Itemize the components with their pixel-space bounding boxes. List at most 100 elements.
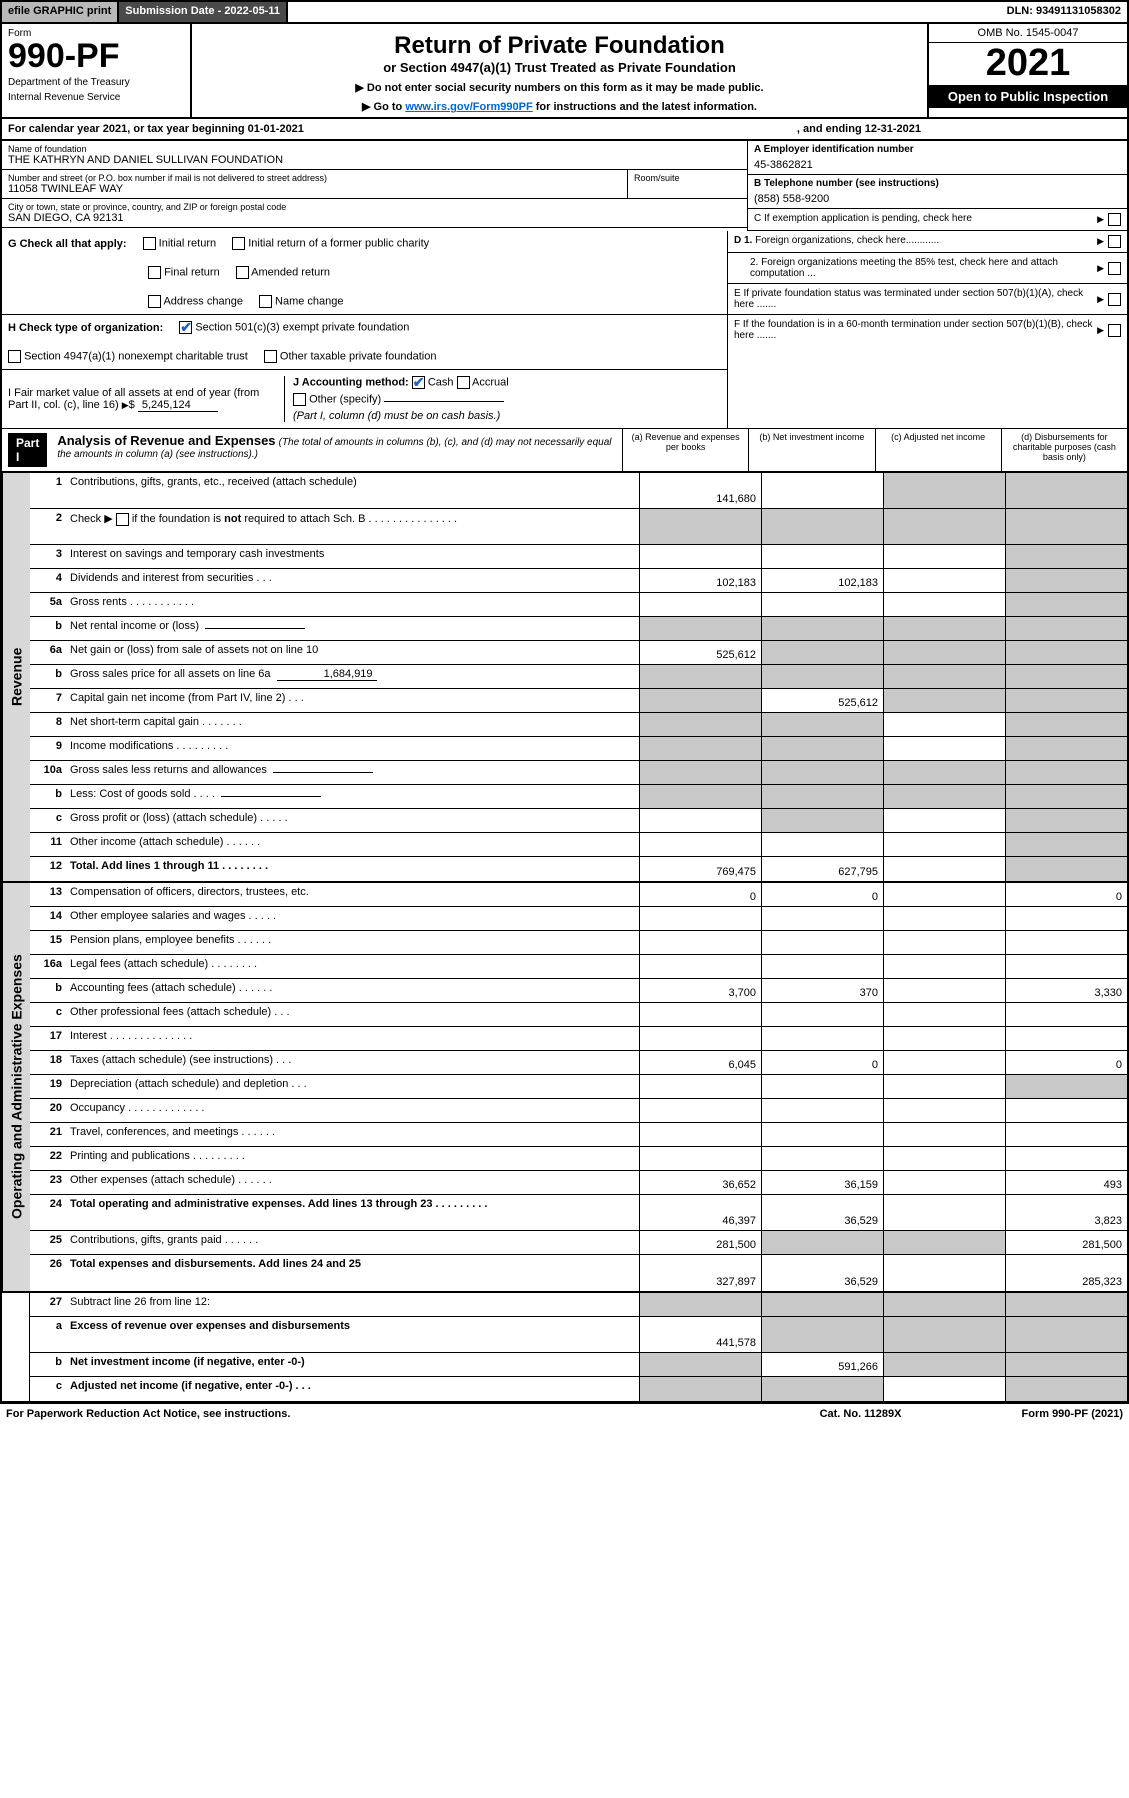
g-address-checkbox[interactable] xyxy=(148,295,161,308)
data-cell-c xyxy=(883,593,1005,616)
row-number: 20 xyxy=(30,1099,66,1122)
f-checkbox[interactable] xyxy=(1108,324,1121,337)
data-cell-d xyxy=(1005,1075,1127,1098)
row-number: 5a xyxy=(30,593,66,616)
addr-label: Number and street (or P.O. box number if… xyxy=(8,173,621,183)
data-cell-a: 0 xyxy=(639,883,761,906)
j-other-field[interactable] xyxy=(384,401,504,402)
table-row: 1Contributions, gifts, grants, etc., rec… xyxy=(30,473,1127,509)
table-row: 20Occupancy . . . . . . . . . . . . . xyxy=(30,1099,1127,1123)
g-check-row: G Check all that apply: Initial return I… xyxy=(2,231,727,315)
h-501c3-checkbox[interactable] xyxy=(179,321,192,334)
data-cell-a: 36,652 xyxy=(639,1171,761,1194)
inline-field xyxy=(273,772,373,773)
data-cell-d xyxy=(1005,641,1127,664)
data-cell-c xyxy=(883,1099,1005,1122)
data-cell-d xyxy=(1005,1377,1127,1401)
irs-link[interactable]: www.irs.gov/Form990PF xyxy=(405,101,532,113)
row-label: Less: Cost of goods sold . . . . xyxy=(66,785,639,808)
data-cell-c xyxy=(883,545,1005,568)
arrow-icon xyxy=(1097,325,1104,336)
table-row: 23Other expenses (attach schedule) . . .… xyxy=(30,1171,1127,1195)
form-title: Return of Private Foundation xyxy=(202,32,917,60)
data-cell-d xyxy=(1005,569,1127,592)
row-label: Net gain or (loss) from sale of assets n… xyxy=(66,641,639,664)
data-cell-b: 0 xyxy=(761,883,883,906)
cal-text2: , and ending 12-31-2021 xyxy=(797,123,921,135)
j-accrual-checkbox[interactable] xyxy=(457,376,470,389)
table-row: cAdjusted net income (if negative, enter… xyxy=(30,1377,1127,1401)
g-former-checkbox[interactable] xyxy=(232,237,245,250)
data-cell-b xyxy=(761,955,883,978)
data-cell-a xyxy=(639,955,761,978)
data-cell-d xyxy=(1005,1353,1127,1376)
data-cell-c xyxy=(883,883,1005,906)
table-row: 11Other income (attach schedule) . . . .… xyxy=(30,833,1127,857)
table-row: 17Interest . . . . . . . . . . . . . . xyxy=(30,1027,1127,1051)
row-number: b xyxy=(30,1353,66,1376)
c-checkbox[interactable] xyxy=(1108,213,1121,226)
omb-number: OMB No. 1545-0047 xyxy=(929,24,1127,43)
room-cell: Room/suite xyxy=(627,170,747,199)
schb-checkbox[interactable] xyxy=(116,513,129,526)
name-label: Name of foundation xyxy=(8,144,741,154)
address-cell: Number and street (or P.O. box number if… xyxy=(2,170,627,199)
phone: (858) 558-9200 xyxy=(754,193,1121,205)
form-number: 990-PF xyxy=(8,39,184,73)
d2-checkbox[interactable] xyxy=(1108,262,1121,275)
table-row: 2Check ▶ if the foundation is not requir… xyxy=(30,509,1127,545)
info-block: Name of foundation THE KATHRYN AND DANIE… xyxy=(0,141,1129,231)
calendar-year-row: For calendar year 2021, or tax year begi… xyxy=(0,119,1129,141)
table-row: 6aNet gain or (loss) from sale of assets… xyxy=(30,641,1127,665)
j-other-checkbox[interactable] xyxy=(293,393,306,406)
e-label: E If private foundation status was termi… xyxy=(734,288,1097,310)
address: 11058 TWINLEAF WAY xyxy=(8,183,621,195)
table-row: 24Total operating and administrative exp… xyxy=(30,1195,1127,1231)
g-initial-checkbox[interactable] xyxy=(143,237,156,250)
data-cell-a xyxy=(639,545,761,568)
g-amended-checkbox[interactable] xyxy=(236,266,249,279)
data-cell-d: 493 xyxy=(1005,1171,1127,1194)
table-row: 10aGross sales less returns and allowanc… xyxy=(30,761,1127,785)
row-label: Contributions, gifts, grants, etc., rece… xyxy=(66,473,639,508)
table-row: 8Net short-term capital gain . . . . . .… xyxy=(30,713,1127,737)
data-cell-a xyxy=(639,1147,761,1170)
foundation-name: THE KATHRYN AND DANIEL SULLIVAN FOUNDATI… xyxy=(8,154,741,166)
j-cash-checkbox[interactable] xyxy=(412,376,425,389)
h-check-row: H Check type of organization: Section 50… xyxy=(2,315,727,370)
efile-label[interactable]: efile GRAPHIC print xyxy=(2,2,119,22)
data-cell-d xyxy=(1005,1099,1127,1122)
table-row: 26Total expenses and disbursements. Add … xyxy=(30,1255,1127,1291)
h-other-checkbox[interactable] xyxy=(264,350,277,363)
data-cell-d: 281,500 xyxy=(1005,1231,1127,1254)
row-number: 26 xyxy=(30,1255,66,1291)
data-cell-a xyxy=(639,1075,761,1098)
data-cell-d xyxy=(1005,907,1127,930)
row-label: Gross rents . . . . . . . . . . . xyxy=(66,593,639,616)
row-label: Printing and publications . . . . . . . … xyxy=(66,1147,639,1170)
row-label: Total expenses and disbursements. Add li… xyxy=(66,1255,639,1291)
data-cell-b xyxy=(761,1075,883,1098)
city: SAN DIEGO, CA 92131 xyxy=(8,212,741,224)
g-final-checkbox[interactable] xyxy=(148,266,161,279)
inline-field: 1,684,919 xyxy=(277,668,377,681)
row-label: Interest on savings and temporary cash i… xyxy=(66,545,639,568)
h-4947-checkbox[interactable] xyxy=(8,350,21,363)
row-number: 17 xyxy=(30,1027,66,1050)
row-label: Income modifications . . . . . . . . . xyxy=(66,737,639,760)
data-cell-c xyxy=(883,665,1005,688)
g-name-checkbox[interactable] xyxy=(259,295,272,308)
data-cell-a xyxy=(639,593,761,616)
e-checkbox[interactable] xyxy=(1108,293,1121,306)
data-cell-a xyxy=(639,1027,761,1050)
data-cell-d xyxy=(1005,473,1127,508)
d1-checkbox[interactable] xyxy=(1108,235,1121,248)
row-number: c xyxy=(30,1003,66,1026)
row-number: 14 xyxy=(30,907,66,930)
col-b-header: (b) Net investment income xyxy=(748,429,874,471)
data-cell-c xyxy=(883,1123,1005,1146)
data-cell-b: 525,612 xyxy=(761,689,883,712)
data-cell-c xyxy=(883,1317,1005,1352)
data-cell-c xyxy=(883,809,1005,832)
data-cell-b: 102,183 xyxy=(761,569,883,592)
